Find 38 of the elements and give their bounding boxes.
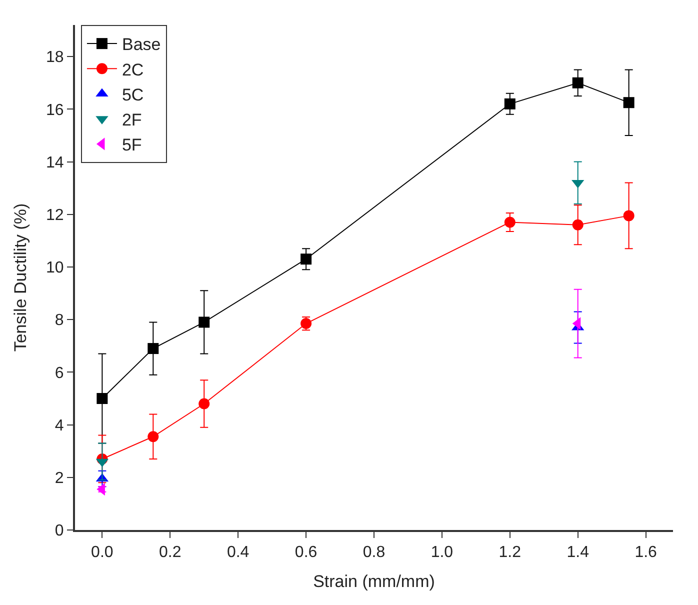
point <box>572 77 584 88</box>
point <box>148 343 159 354</box>
y-tick-label: 12 <box>46 206 64 224</box>
y-axis-title: Tensile Ductility (%) <box>11 203 30 352</box>
legend-label: 2F <box>122 110 142 130</box>
x-tick-label: 0.2 <box>159 544 182 562</box>
y-tick-label: 8 <box>54 312 64 330</box>
y-tick-label: 10 <box>46 260 64 277</box>
x-axis-title: Strain (mm/mm) <box>313 572 435 592</box>
legend-label: Base <box>122 35 161 54</box>
y-tick-label: 2 <box>54 470 64 487</box>
point <box>198 398 210 410</box>
x-tick-label: 1.2 <box>498 544 522 562</box>
legend-label: 5C <box>122 85 144 104</box>
point <box>572 219 584 230</box>
point <box>96 392 108 404</box>
y-tick-label: 18 <box>46 49 64 66</box>
point <box>504 98 516 110</box>
point <box>623 210 634 222</box>
x-tick-label: 1.0 <box>430 544 454 562</box>
point <box>504 216 516 228</box>
x-tick-label: 0.4 <box>226 544 250 562</box>
legend-label: 2C <box>122 60 144 80</box>
y-tick-label: 14 <box>46 154 64 172</box>
point <box>198 316 210 328</box>
x-tick-label: 1.4 <box>566 544 590 562</box>
y-tick-label: 6 <box>54 364 64 382</box>
y-tick-label: 4 <box>54 417 64 434</box>
x-tick-label: 1.6 <box>634 544 658 562</box>
x-tick-label: 0.0 <box>91 544 114 562</box>
x-tick-label: 0.6 <box>294 544 318 562</box>
y-tick-label: 0 <box>54 522 64 540</box>
x-tick-label: 0.8 <box>362 544 386 562</box>
y-tick-label: 16 <box>46 102 64 119</box>
point <box>148 431 159 442</box>
point <box>300 254 312 265</box>
legend-label: 5F <box>122 136 142 155</box>
point <box>623 97 634 108</box>
